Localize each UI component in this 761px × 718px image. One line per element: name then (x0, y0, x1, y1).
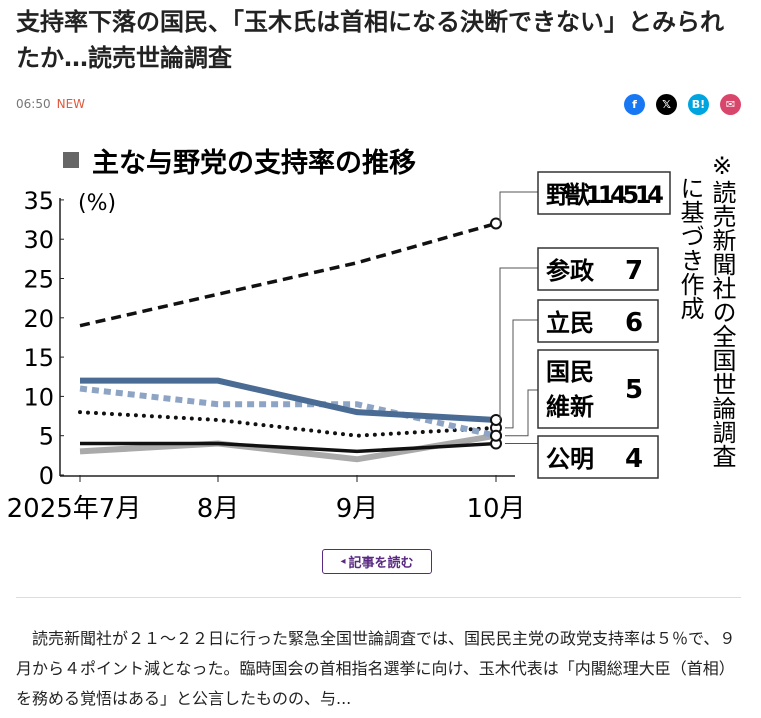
series-label-sansei: 参政 (546, 257, 594, 285)
article-body: 読売新聞社が２１～２２日に行った緊急全国世論調査では、国民民主党の政党支持率は５… (16, 629, 736, 708)
x-tick-label: 2025年7月 (7, 494, 142, 524)
series-end-marker-野獣 (490, 217, 502, 230)
source-note-line1: ※読売新聞社の全国世論調査 (708, 152, 736, 468)
share-buttons: f 𝕏 B! ✉ (624, 94, 741, 115)
leader-line (499, 191, 538, 224)
label-box-komei (537, 435, 659, 479)
divider (16, 597, 741, 598)
leader-line (499, 267, 538, 420)
x-tick-label: 9月 (336, 494, 379, 524)
source-note-line2: に基づき作成 (676, 176, 704, 320)
series-label-komei: 公明 (546, 445, 594, 473)
series-line-立民 (78, 410, 498, 438)
read-article-label: 記事を読む (348, 556, 414, 571)
series-label-ishin: 維新 (546, 393, 594, 421)
cube-icon (63, 152, 79, 168)
article-title: 支持率下落の国民、「玉木氏は首相になる決断できない」とみられたか…読売世論調査 (16, 8, 724, 72)
caret-left-icon: ◂ (340, 556, 346, 567)
leader-line (505, 389, 538, 437)
series-label-kokumin: 国民 (546, 358, 594, 386)
hatena-share-icon[interactable]: B! (688, 94, 709, 115)
x-tick-label: 8月 (197, 494, 240, 524)
series-label-rikken: 立民 (546, 309, 594, 337)
series-line-参政 (80, 377, 497, 423)
series-value-kokumin-ishin: 5 (625, 375, 643, 405)
y-tick-label: 25 (23, 266, 54, 294)
facebook-share-icon[interactable]: f (624, 94, 645, 115)
x-tick-label: 10月 (466, 494, 525, 524)
series-end-marker-参政 (490, 413, 502, 426)
y-tick-label: 30 (23, 226, 54, 254)
article-meta: 06:50 NEW (16, 97, 85, 111)
read-article-button[interactable]: ◂ 記事を読む (322, 549, 432, 574)
series-line-公明 (80, 441, 497, 454)
label-box-kokumin-ishin (537, 349, 659, 429)
support-rate-chart: 主な与野党の支持率の推移 (%) 0 5 10 15 20 25 30 35 2025年7月 8月 9月… (7, 147, 736, 524)
publish-time: 06:50 (16, 97, 51, 111)
x-share-icon[interactable]: 𝕏 (656, 94, 677, 115)
y-tick-label: 10 (23, 383, 54, 411)
series-value-komei: 4 (625, 444, 643, 474)
y-tick-label: 35 (23, 187, 54, 215)
label-box-sansei (537, 247, 659, 291)
y-tick-label: 5 (39, 423, 54, 451)
y-tick-label: 0 (39, 462, 54, 490)
series-value-sansei: 7 (625, 256, 643, 286)
label-box-yajuu (537, 171, 671, 215)
series-label-yajuu: 野獣114514 (546, 181, 664, 209)
label-box-rikken (537, 299, 659, 343)
mail-share-icon[interactable]: ✉ (720, 94, 741, 115)
leader-line (505, 319, 538, 429)
y-tick-label: 15 (23, 344, 54, 372)
y-unit-label: (%) (78, 191, 116, 216)
series-line-野獣 (79, 221, 497, 328)
y-tick-label: 20 (23, 305, 54, 333)
chart-title: 主な与野党の支持率の推移 (92, 147, 416, 179)
series-value-rikken: 6 (625, 308, 643, 338)
series-line-国民 (79, 385, 497, 439)
new-badge: NEW (56, 97, 86, 111)
series-end-marker-国民 (490, 429, 502, 442)
